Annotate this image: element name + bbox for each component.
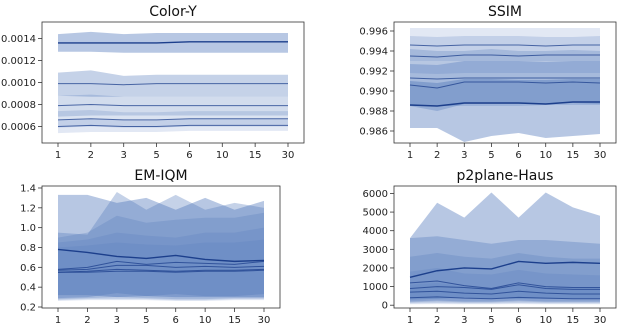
x-tick-label: 2 [434,315,440,326]
series-band-4 [58,110,288,128]
x-tick-label: 2 [434,150,440,161]
x-tick-label: 5 [153,150,159,161]
series-line-1 [409,260,601,278]
series-line-2 [409,81,601,89]
series-band-3 [410,253,600,303]
x-tick-label: 10 [539,315,552,326]
series-line-4 [409,290,600,295]
x-tick-label: 30 [258,315,271,326]
series-line-5 [58,269,265,273]
chart-title: SSIM [488,4,522,20]
series-line-4 [57,118,288,121]
y-tick-label: 0.8 [20,243,36,254]
y-tick-label: 4000 [363,226,388,237]
y-tick-label: 0.992 [359,67,388,78]
x-tick-label: 10 [199,315,212,326]
series-band-1 [410,192,600,300]
series-line-1 [409,101,600,107]
y-tick-label: 3000 [363,245,388,256]
y-tick-label: 1.2 [20,203,36,214]
y-tick-label: 1000 [363,282,388,293]
y-tick-label: 0.994 [359,47,388,58]
x-tick-label: 2 [88,150,94,161]
series-line-2 [57,260,265,270]
x-tick-label: 15 [566,150,579,161]
series-band-2 [410,236,600,302]
y-tick-label: 0.0008 [1,100,36,111]
y-tick-label: 5000 [363,208,388,219]
series-line-2 [409,280,600,289]
x-tick-label: 6 [515,315,521,326]
x-tick-label: 10 [216,150,229,161]
x-tick-label: 3 [461,150,467,161]
series-line-5 [57,124,288,127]
series-line-1 [58,41,288,44]
chart-panel-2: SSIM 0.986 0.988 0.990 0.992 0.994 0.996 1 2 3 5 6 1… [359,4,617,161]
series-line-1 [57,248,265,263]
y-tick-label: 0.2 [20,303,36,314]
series-line-4 [409,54,600,58]
series-band-1 [410,79,600,142]
chart-title: Color-Y [149,4,197,20]
y-tick-label: 0.996 [359,27,388,38]
x-tick-label: 2 [84,315,90,326]
x-tick-label: 3 [121,150,127,161]
series-line-3 [57,264,265,271]
series-line-3 [57,103,288,107]
x-tick-label: 10 [539,150,552,161]
series-line-3 [409,284,600,290]
x-tick-label: 5 [488,315,494,326]
chart-panel-1: Color-Y 0.0006 0.0008 0.0010 0.0012 0.0014 1 2 3… [1,4,305,161]
series-band-3 [58,212,264,300]
x-tick-label: 3 [114,315,120,326]
y-tick-label: 0.4 [20,283,36,294]
series-line-5 [409,296,600,300]
chart-panel-4: p2plane-Haus 0 1000 2000 3000 4000 5000 6000 1 2 3… [363,168,617,326]
y-tick-label: 0.990 [359,87,388,98]
series-band-2 [410,61,600,111]
y-tick-label: 0.0014 [1,34,36,45]
x-tick-label: 6 [515,150,521,161]
x-tick-label: 6 [186,150,192,161]
x-tick-label: 5 [488,150,494,161]
y-tick-label: 0.0012 [1,56,36,67]
series-line-2 [58,83,288,86]
y-tick-label: 0 [382,301,388,312]
plot-frame [393,21,617,144]
y-tick-label: 6000 [363,189,388,200]
chart-title: EM-IQM [134,168,187,184]
chart-title: p2plane-Haus [457,168,554,184]
chart-panel-3: EM-IQM 0.2 0.4 0.6 0.8 1.0 1.2 1.4 1 2 3 5 6 10 15 30 [20,168,281,326]
x-tick-label: 1 [407,315,413,326]
series-line-3 [409,77,600,80]
series-line-5 [409,44,600,47]
plot-frame [393,185,617,309]
y-tick-label: 0.988 [359,107,388,118]
y-tick-label: 0.6 [20,263,36,274]
x-tick-label: 30 [594,150,607,161]
y-tick-label: 1.4 [20,183,36,194]
x-tick-label: 30 [594,315,607,326]
plot-frame [41,185,281,309]
x-tick-label: 1 [55,150,61,161]
x-tick-label: 5 [143,315,149,326]
x-tick-label: 6 [173,315,179,326]
y-tick-label: 0.0010 [1,78,36,89]
y-tick-label: 2000 [363,263,388,274]
x-tick-label: 15 [566,315,579,326]
x-tick-label: 1 [55,315,61,326]
y-tick-label: 0.986 [359,127,388,138]
x-tick-label: 1 [407,150,413,161]
series-line-4 [57,268,265,273]
y-tick-label: 0.0006 [1,122,36,133]
x-tick-label: 15 [228,315,241,326]
x-tick-label: 30 [282,150,295,161]
x-tick-label: 15 [249,150,262,161]
y-tick-label: 1.0 [20,223,36,234]
x-tick-label: 3 [461,315,467,326]
